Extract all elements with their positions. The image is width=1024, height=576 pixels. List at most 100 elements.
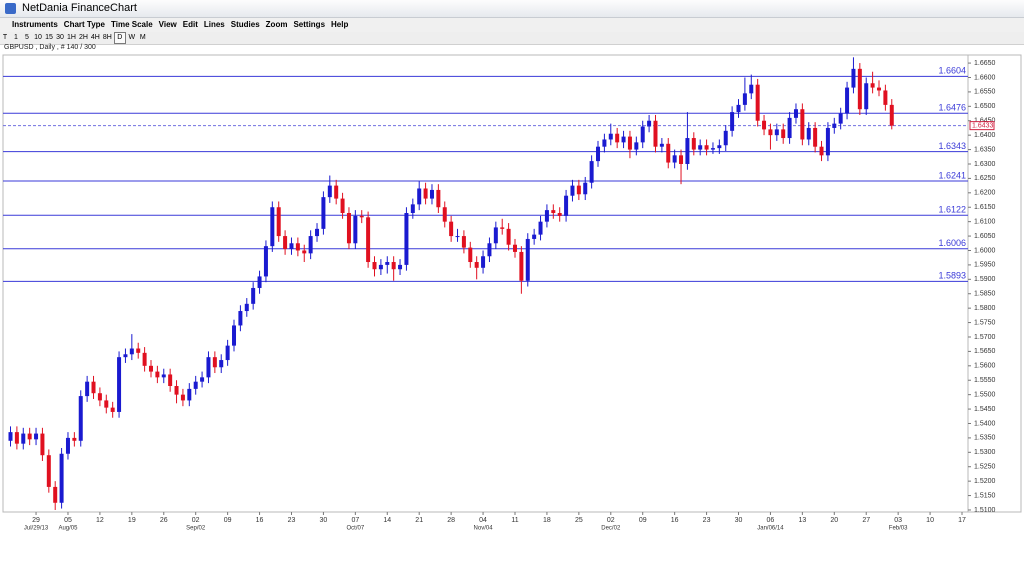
toolbar-button[interactable]: W bbox=[128, 34, 136, 41]
level-label: 1.5893 bbox=[938, 271, 966, 281]
candle-body bbox=[359, 215, 364, 218]
x-tick-label: 05 bbox=[64, 517, 72, 524]
candle-body bbox=[251, 287, 256, 304]
menu-item[interactable]: Lines bbox=[203, 20, 225, 29]
candle-body bbox=[353, 215, 358, 244]
candle-body bbox=[193, 381, 198, 389]
y-tick-label: 1.5250 bbox=[974, 464, 996, 471]
candle-body bbox=[53, 486, 58, 503]
menu-item[interactable]: Zoom bbox=[265, 20, 288, 29]
toolbar-button[interactable]: 5 bbox=[25, 34, 29, 41]
x-date-label: Jan/06/14 bbox=[757, 526, 784, 532]
menu-item[interactable]: Edit bbox=[182, 20, 198, 29]
candle-body bbox=[640, 126, 645, 143]
menu-item[interactable]: Time Scale bbox=[111, 20, 153, 29]
candle-body bbox=[270, 207, 275, 247]
candle-body bbox=[679, 155, 684, 164]
menu-item[interactable]: Instruments bbox=[12, 20, 58, 29]
candle-body bbox=[659, 143, 664, 147]
candle-body bbox=[500, 227, 505, 229]
y-tick-label: 1.5650 bbox=[974, 348, 996, 355]
candle-body bbox=[142, 352, 147, 366]
x-tick-label: 27 bbox=[862, 517, 870, 524]
candle-body bbox=[136, 348, 141, 353]
toolbar-button[interactable]: 4H bbox=[90, 34, 100, 41]
candle-body bbox=[391, 262, 396, 270]
candle-body bbox=[653, 120, 658, 147]
toolbar-button[interactable]: 1 bbox=[14, 34, 18, 41]
y-tick-label: 1.5100 bbox=[974, 507, 996, 514]
candle-body bbox=[385, 262, 390, 265]
menu-item[interactable]: Chart Type bbox=[63, 20, 105, 29]
candle-body bbox=[206, 357, 211, 378]
x-tick-label: 28 bbox=[447, 517, 455, 524]
candle-body bbox=[257, 276, 262, 288]
candle-body bbox=[608, 133, 613, 140]
candle-body bbox=[148, 365, 153, 372]
x-tick-label: 25 bbox=[575, 517, 583, 524]
candle-body bbox=[685, 138, 690, 164]
toolbar-button[interactable]: 1H bbox=[67, 34, 76, 41]
candle-body bbox=[481, 256, 486, 268]
candle-body bbox=[666, 143, 671, 163]
candle-body bbox=[263, 246, 268, 277]
candle-body bbox=[334, 185, 339, 199]
candle-body bbox=[225, 345, 230, 361]
candle-body bbox=[570, 185, 575, 196]
candle-body bbox=[168, 374, 173, 387]
menu-item[interactable]: Studies bbox=[230, 20, 260, 29]
menu-item[interactable]: View bbox=[158, 20, 177, 29]
candle-body bbox=[845, 87, 850, 114]
menu-item[interactable]: Settings bbox=[293, 20, 326, 29]
candle-body bbox=[698, 145, 703, 150]
x-tick-label: 23 bbox=[288, 517, 296, 524]
y-tick-label: 1.5600 bbox=[974, 363, 996, 370]
menu-item[interactable]: Help bbox=[331, 20, 349, 29]
level-label: 1.6476 bbox=[938, 103, 966, 113]
candle-body bbox=[730, 112, 735, 131]
x-tick-label: 04 bbox=[479, 517, 487, 524]
candle-body bbox=[27, 433, 32, 440]
toolbar-button[interactable]: T bbox=[2, 34, 8, 41]
x-tick-label: 21 bbox=[415, 517, 423, 524]
toolbar-button[interactable]: M bbox=[139, 34, 146, 41]
candle-body bbox=[366, 217, 371, 263]
toolbar-button[interactable]: 10 bbox=[34, 34, 42, 41]
candle-body bbox=[429, 189, 434, 199]
candle-body bbox=[295, 243, 300, 251]
toolbar-button[interactable]: 2H bbox=[78, 34, 88, 41]
app-icon bbox=[5, 3, 16, 14]
toolbar-button[interactable]: 15 bbox=[45, 34, 53, 41]
y-tick-label: 1.6550 bbox=[974, 89, 996, 96]
x-date-label: Nov/04 bbox=[474, 526, 494, 532]
candle-body bbox=[532, 234, 537, 239]
candle-body bbox=[283, 236, 288, 250]
candle-body bbox=[468, 247, 473, 263]
y-tick-label: 1.6300 bbox=[974, 161, 996, 168]
candle-body bbox=[40, 433, 45, 456]
candle-body bbox=[455, 236, 460, 238]
candle-body bbox=[161, 374, 166, 378]
toolbar-button[interactable]: D bbox=[113, 32, 126, 44]
x-tick-label: 12 bbox=[96, 517, 104, 524]
candle-body bbox=[762, 120, 767, 130]
candle-body bbox=[596, 146, 601, 162]
candle-body bbox=[851, 68, 856, 88]
candle-body bbox=[442, 207, 447, 222]
candle-body bbox=[212, 357, 217, 368]
x-tick-label: 19 bbox=[128, 517, 136, 524]
candle-body bbox=[525, 238, 530, 281]
candle-body bbox=[78, 396, 83, 441]
toolbar-button[interactable]: 30 bbox=[56, 34, 64, 41]
candle-body bbox=[838, 113, 843, 124]
y-tick-label: 1.5550 bbox=[974, 377, 996, 384]
x-tick-label: 09 bbox=[639, 517, 647, 524]
y-tick-label: 1.5300 bbox=[974, 449, 996, 456]
candle-body bbox=[819, 146, 824, 156]
toolbar-button[interactable]: 8H bbox=[102, 34, 112, 41]
candle-body bbox=[781, 129, 786, 139]
candle-body bbox=[889, 104, 894, 126]
x-tick-label: 06 bbox=[767, 517, 775, 524]
candle-body bbox=[793, 109, 798, 118]
candle-body bbox=[423, 188, 428, 199]
